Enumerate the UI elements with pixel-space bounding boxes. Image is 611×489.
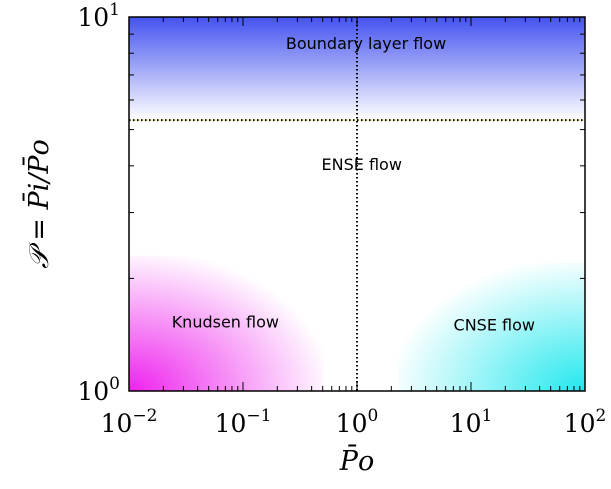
x-tick-label: 10−2 (101, 406, 158, 438)
tick-labels: 10−2 10−1 100 101 102 100 101 (77, 0, 606, 438)
reference-lines (129, 17, 585, 391)
region-labels: Boundary layer flow ENSE flow Knudsen flow… (172, 34, 535, 334)
x-tick-label: 101 (450, 406, 493, 438)
region-label-boundary-layer-flow: Boundary layer flow (286, 34, 446, 53)
y-tick-label: 100 (77, 374, 120, 406)
region-boundary-layer-flow (129, 17, 585, 121)
region-cnse-flow (398, 262, 585, 391)
y-axis-title: 𝒫 = P̄i/P̄o (21, 139, 55, 269)
region-label-ense-flow: ENSE flow (322, 155, 402, 174)
y-tick-label: 101 (77, 0, 120, 32)
x-tick-label: 100 (336, 406, 379, 438)
x-tick-label: 102 (564, 406, 607, 438)
region-label-knudsen-flow: Knudsen flow (172, 312, 279, 331)
plot-area: Boundary layer flow ENSE flow Knudsen flow… (128, 16, 586, 392)
ticks-layer (128, 16, 586, 392)
region-label-cnse-flow: CNSE flow (454, 316, 535, 335)
x-tick-label: 10−1 (215, 406, 272, 438)
region-knudsen-flow (129, 255, 323, 391)
x-axis-title: P̄o (339, 443, 374, 477)
